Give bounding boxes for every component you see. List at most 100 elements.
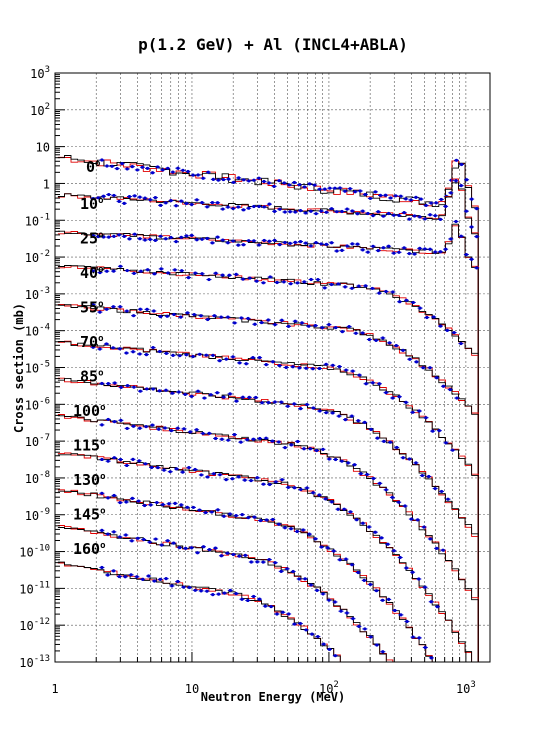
data-point: [152, 272, 157, 276]
data-point: [131, 350, 135, 354]
data-point: [295, 281, 300, 285]
data-point: [373, 530, 377, 534]
data-point: [455, 396, 459, 400]
data-point: [207, 277, 211, 282]
data-point: [331, 411, 335, 415]
data-point: [371, 214, 375, 218]
data-point: [414, 461, 418, 465]
data-point: [384, 488, 388, 492]
data-point: [112, 493, 116, 498]
series: [57, 155, 480, 663]
data-point: [239, 440, 243, 444]
data-point: [249, 560, 253, 564]
data-point: [445, 328, 449, 332]
data-point: [387, 341, 392, 345]
data-point: [156, 465, 160, 470]
data-point: [215, 391, 219, 395]
data-point: [417, 409, 421, 413]
data-point: [319, 242, 323, 246]
data-point: [454, 179, 458, 183]
data-point: [210, 200, 214, 205]
data-point: [417, 636, 421, 640]
data-point: [257, 176, 261, 180]
data-point: [371, 476, 376, 481]
data-point: [313, 537, 318, 541]
y-tick-label: 10: [36, 141, 50, 155]
data-point: [171, 170, 175, 174]
data-point: [377, 291, 381, 295]
data-point: [407, 252, 411, 256]
data-point: [255, 476, 259, 480]
data-point: [452, 330, 456, 335]
data-point: [429, 656, 433, 660]
y-tick-label: 10-1: [25, 212, 50, 228]
data-point: [291, 365, 295, 369]
data-point: [161, 502, 165, 507]
angle-label-10: 10o: [80, 195, 103, 213]
data-point: [131, 457, 135, 461]
data-point: [392, 251, 396, 255]
data-point: [243, 553, 247, 558]
data-point: [333, 186, 337, 190]
data-point: [118, 535, 122, 539]
data-point: [205, 589, 209, 593]
data-point: [179, 199, 183, 203]
data-point: [179, 315, 183, 319]
data-point: [112, 193, 116, 198]
data-point: [216, 508, 220, 512]
data-point: [117, 233, 121, 237]
data-point: [361, 521, 365, 525]
data-point: [350, 563, 354, 567]
data-point: [211, 353, 215, 357]
data-point: [188, 430, 192, 434]
data-point: [242, 178, 246, 182]
data-point: [199, 473, 203, 477]
data-point: [206, 170, 210, 174]
data-point: [267, 557, 271, 562]
data-point: [338, 558, 342, 562]
data-point: [286, 404, 290, 408]
data-point: [277, 179, 281, 183]
data-point: [366, 250, 370, 254]
data-point: [369, 635, 373, 639]
data-point: [243, 478, 247, 482]
data-point: [318, 187, 322, 191]
data-point: [321, 592, 325, 596]
data-point: [366, 211, 370, 216]
data-point: [166, 271, 170, 275]
model-histogram-black-0: [57, 155, 479, 662]
data-point: [315, 588, 319, 592]
data-point: [340, 248, 344, 252]
data-point: [204, 353, 208, 357]
data-point: [135, 168, 139, 172]
data-point: [186, 275, 191, 280]
data-point: [327, 323, 331, 327]
data-point: [118, 457, 123, 462]
data-point: [357, 373, 362, 377]
data-point: [444, 204, 448, 208]
data-point: [265, 518, 269, 522]
data-point: [176, 426, 180, 430]
data-point: [246, 516, 250, 520]
model-histogram-black-70: [57, 341, 479, 662]
data-point: [212, 472, 216, 476]
data-point: [304, 366, 308, 370]
data-point: [369, 427, 373, 431]
data-point: [233, 321, 237, 325]
data-point: [255, 279, 259, 283]
data-point: [259, 320, 264, 325]
data-point: [361, 331, 365, 335]
data-point: [343, 189, 347, 193]
data-point: [469, 225, 474, 229]
data-point: [375, 643, 379, 647]
data-point: [234, 514, 238, 518]
data-point: [439, 197, 443, 202]
data-point: [394, 194, 398, 198]
data-point: [378, 481, 382, 485]
chart-title: p(1.2 GeV) + Al (INCL4+ABLA): [138, 35, 408, 54]
data-point: [350, 242, 354, 246]
data-point: [433, 250, 437, 254]
data-point: [297, 366, 302, 370]
data-point: [156, 165, 160, 169]
data-point: [357, 624, 361, 628]
